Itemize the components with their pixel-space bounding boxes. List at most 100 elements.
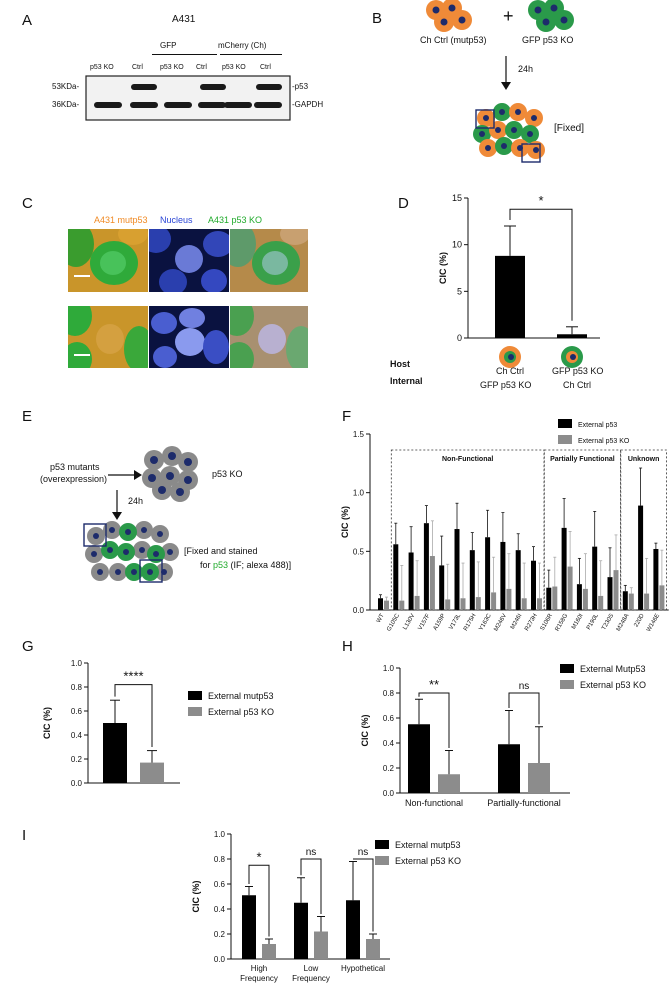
y-tick-label: 0.2 (71, 755, 83, 764)
bar (378, 598, 383, 610)
text-mutants: p53 mutants (50, 462, 100, 472)
bar (366, 939, 380, 959)
significance-bracket (300, 858, 322, 914)
y-tick-label: 1.0 (214, 830, 226, 839)
bar (469, 550, 475, 610)
fixed-stained-line1: [Fixed and stained (184, 546, 258, 556)
bar (653, 548, 659, 610)
chart-g: 0.0 0.2 0.4 0.6 0.8 1.0 CIC (%) **** External mu… (42, 659, 274, 788)
bar (561, 527, 567, 610)
microscopy-nucleus (149, 229, 229, 292)
bar (552, 586, 558, 610)
x-tick-label: S106R (540, 612, 555, 631)
bar (607, 577, 613, 610)
bar (628, 593, 634, 610)
internal-label: Internal (390, 376, 423, 386)
bar (622, 591, 628, 610)
bar (638, 505, 644, 610)
category-box (620, 449, 667, 611)
internal-value-1: GFP p53 KO (480, 380, 532, 390)
bar (408, 552, 414, 610)
chart-d: 0 5 10 15 CIC (%) * (438, 193, 600, 368)
bar (399, 600, 405, 610)
x-tick-label: M160I (571, 613, 585, 631)
arrow-down-icon (112, 490, 122, 520)
y-tick-label: 0.6 (383, 714, 395, 723)
label-ko: A431 p53 KO (208, 215, 263, 225)
y-tick-label: 0.5 (353, 547, 365, 556)
category-box-label: Partially Functional (550, 456, 615, 463)
legend-label: External p53 KO (580, 680, 646, 690)
significance-label: ns (358, 847, 369, 858)
plus-sign: + (503, 6, 514, 26)
cell-cluster-green (528, 0, 574, 32)
bar (445, 599, 451, 610)
category-box-label: Non-Functional (442, 456, 493, 463)
bar (567, 566, 573, 610)
bar (262, 944, 276, 959)
x-tick-label: Frequency (292, 974, 330, 983)
legend-swatch (188, 707, 202, 716)
significance-label: ns (519, 681, 530, 692)
legend-label: External mutp53 (395, 840, 461, 850)
bar (140, 762, 164, 783)
bar (242, 895, 256, 959)
y-tick-label: 0.6 (71, 707, 83, 716)
y-tick-label: 1.0 (353, 489, 365, 498)
legend-swatch (560, 680, 574, 689)
cell-icon-nucleus (570, 354, 576, 360)
bar (438, 774, 460, 793)
band-p53-label: -p53 (292, 82, 309, 91)
label-nucleus: Nucleus (160, 215, 193, 225)
panel-label-i: I (22, 827, 27, 844)
y-tick-label: 0.8 (71, 683, 83, 692)
panel-label-h: H (342, 638, 353, 655)
bar (531, 560, 536, 610)
bar (592, 546, 598, 610)
bar (528, 763, 550, 793)
group-gfp-label: GFP (160, 41, 177, 50)
text-overexpression: (overexpression) (40, 474, 108, 484)
legend-swatch (375, 840, 389, 849)
x-tick-label: G105C (386, 612, 401, 632)
legend-swatch (560, 664, 574, 673)
y-tick-label: 0.0 (71, 779, 83, 788)
category-box-label: Unknown (628, 456, 660, 463)
y-tick-label: 0.0 (383, 789, 395, 798)
bar (582, 588, 588, 610)
y-tick-label: 1.0 (383, 664, 395, 673)
x-tick-label: A159P (433, 613, 447, 632)
x-tick-label: Non-functional (405, 798, 463, 808)
y-tick-label: 0 (457, 333, 462, 343)
blot-title: A431 (172, 14, 196, 25)
x-tick-label: Frequency (240, 974, 278, 983)
bar (475, 597, 481, 610)
legend-label: External p53 (578, 422, 617, 429)
bar (294, 902, 308, 959)
significance-label: ** (429, 677, 439, 692)
x-tick-label: T230S (601, 613, 615, 631)
x-tick-label: 220D (633, 612, 646, 628)
bar (103, 723, 127, 783)
bar (454, 529, 460, 610)
label-gfp-ko: GFP p53 KO (522, 35, 574, 45)
y-tick-label: 0.0 (214, 955, 226, 964)
cell-icon-nucleus (508, 354, 514, 360)
bar (423, 523, 429, 610)
panel-label-a: A (22, 12, 33, 29)
legend-swatch (558, 419, 572, 428)
lane-label: Ctrl (260, 64, 271, 71)
x-tick-label: M246V (493, 613, 508, 632)
mw-53-label: 53KDa- (52, 82, 80, 91)
y-axis-label: CIC (%) (438, 252, 448, 284)
bar (491, 592, 497, 610)
bar (598, 595, 604, 610)
legend-label: External p53 KO (208, 707, 274, 717)
x-tick-label: Low (304, 964, 319, 973)
y-tick-label: 0.4 (71, 731, 83, 740)
significance-bracket (248, 864, 270, 937)
y-axis-label: CIC (%) (360, 715, 370, 747)
bar (546, 587, 552, 610)
chart-h: 0.0 0.2 0.4 0.6 0.8 1.0 CIC (%) ** Non-functiona… (360, 664, 646, 808)
